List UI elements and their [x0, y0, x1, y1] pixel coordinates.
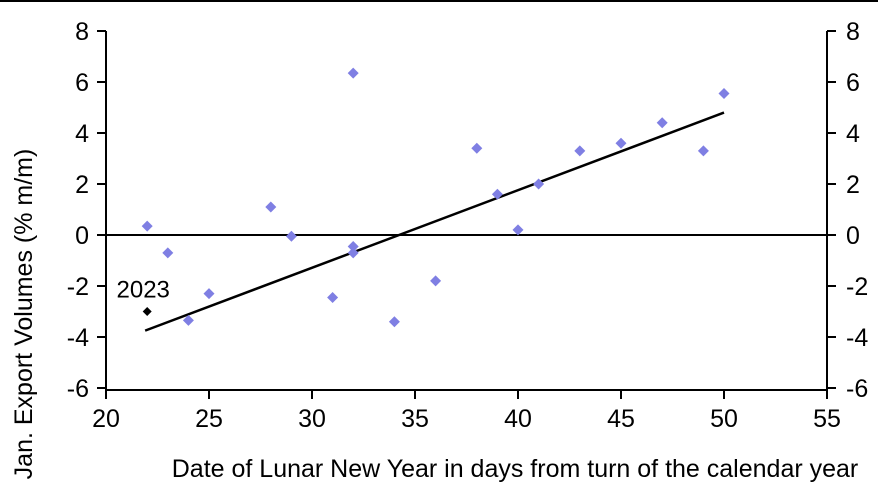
x-axis-tick-label: 40 [504, 405, 532, 433]
annotation-2023-label: 2023 [117, 277, 170, 304]
right-axis-tick-label: -2 [846, 273, 868, 301]
data-point [327, 291, 339, 303]
data-point [162, 247, 174, 259]
data-point [491, 188, 503, 200]
plot-generated-layer: 8 86 64 42 20 0-2 -2-4 -4-6 -620 25 30 35 40 45 50 55 [67, 18, 869, 433]
left-axis-tick-label: -4 [67, 324, 89, 352]
left-axis-tick-label: -2 [67, 273, 89, 301]
data-point [182, 314, 194, 326]
data-point [347, 67, 359, 79]
left-axis-tick-label: 8 [75, 18, 89, 46]
right-axis-tick-label: 2 [846, 171, 860, 199]
data-point [347, 240, 359, 252]
data-point [347, 247, 359, 259]
x-axis-tick-label: 20 [92, 405, 120, 433]
right-axis-tick-label: 6 [846, 69, 860, 97]
x-axis-title: Date of Lunar New Year in days from turn… [172, 455, 859, 483]
data-point [512, 224, 524, 236]
left-axis-tick-label: 0 [75, 222, 89, 250]
data-point [430, 275, 442, 287]
right-axis-tick-label: 4 [846, 120, 860, 148]
right-axis-tick-label: 8 [846, 18, 860, 46]
data-point [471, 142, 483, 154]
x-axis-tick-label: 30 [298, 405, 326, 433]
data-point [574, 145, 586, 157]
right-axis-tick-label: -4 [846, 324, 868, 352]
x-axis-tick-label: 50 [710, 405, 738, 433]
x-axis-tick-label: 55 [813, 405, 841, 433]
left-axis-tick-label: 2 [75, 171, 89, 199]
data-point [615, 137, 627, 149]
data-point [285, 230, 297, 242]
data-point [265, 201, 277, 213]
data-point-2023 [142, 307, 152, 316]
left-axis-tick-label: 4 [75, 120, 89, 148]
y-axis-title: Jan. Export Volumes (% m/m) [10, 149, 38, 480]
left-axis-tick-label: -6 [67, 375, 89, 403]
right-axis-tick-label: 0 [846, 222, 860, 250]
top-border-line [0, 0, 878, 2]
data-point [656, 117, 668, 129]
right-axis-tick-label: -6 [846, 375, 868, 403]
data-point [697, 145, 709, 157]
trend-line [144, 111, 725, 332]
x-axis-tick-label: 25 [195, 405, 223, 433]
x-axis-tick-label: 35 [401, 405, 429, 433]
data-point [203, 288, 215, 300]
left-axis-tick-label: 6 [75, 69, 89, 97]
data-point [388, 316, 400, 328]
data-point [141, 220, 153, 232]
x-axis-tick-label: 45 [607, 405, 635, 433]
data-point [533, 178, 545, 190]
data-point [718, 87, 730, 99]
